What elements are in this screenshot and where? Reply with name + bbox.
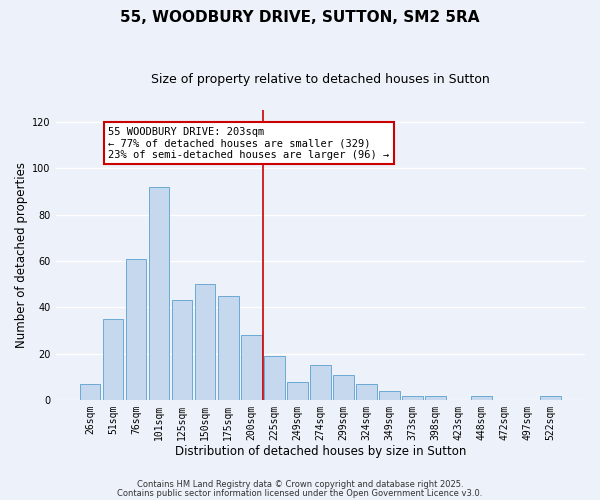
Bar	[195, 284, 215, 400]
Bar	[264, 356, 284, 400]
Bar	[287, 382, 308, 400]
Bar	[333, 374, 353, 400]
Bar	[149, 187, 169, 400]
Text: Contains HM Land Registry data © Crown copyright and database right 2025.: Contains HM Land Registry data © Crown c…	[137, 480, 463, 489]
Bar	[310, 366, 331, 400]
Bar	[471, 396, 492, 400]
Bar	[103, 319, 124, 400]
Bar	[218, 296, 239, 400]
Bar	[402, 396, 423, 400]
Title: Size of property relative to detached houses in Sutton: Size of property relative to detached ho…	[151, 72, 490, 86]
Bar	[356, 384, 377, 400]
Bar	[125, 258, 146, 400]
Bar	[172, 300, 193, 400]
Bar	[425, 396, 446, 400]
Bar	[540, 396, 561, 400]
Y-axis label: Number of detached properties: Number of detached properties	[15, 162, 28, 348]
Text: 55 WOODBURY DRIVE: 203sqm
← 77% of detached houses are smaller (329)
23% of semi: 55 WOODBURY DRIVE: 203sqm ← 77% of detac…	[109, 126, 389, 160]
Bar	[379, 391, 400, 400]
Bar	[241, 336, 262, 400]
Text: 55, WOODBURY DRIVE, SUTTON, SM2 5RA: 55, WOODBURY DRIVE, SUTTON, SM2 5RA	[120, 10, 480, 25]
X-axis label: Distribution of detached houses by size in Sutton: Distribution of detached houses by size …	[175, 444, 466, 458]
Text: Contains public sector information licensed under the Open Government Licence v3: Contains public sector information licen…	[118, 488, 482, 498]
Bar	[80, 384, 100, 400]
